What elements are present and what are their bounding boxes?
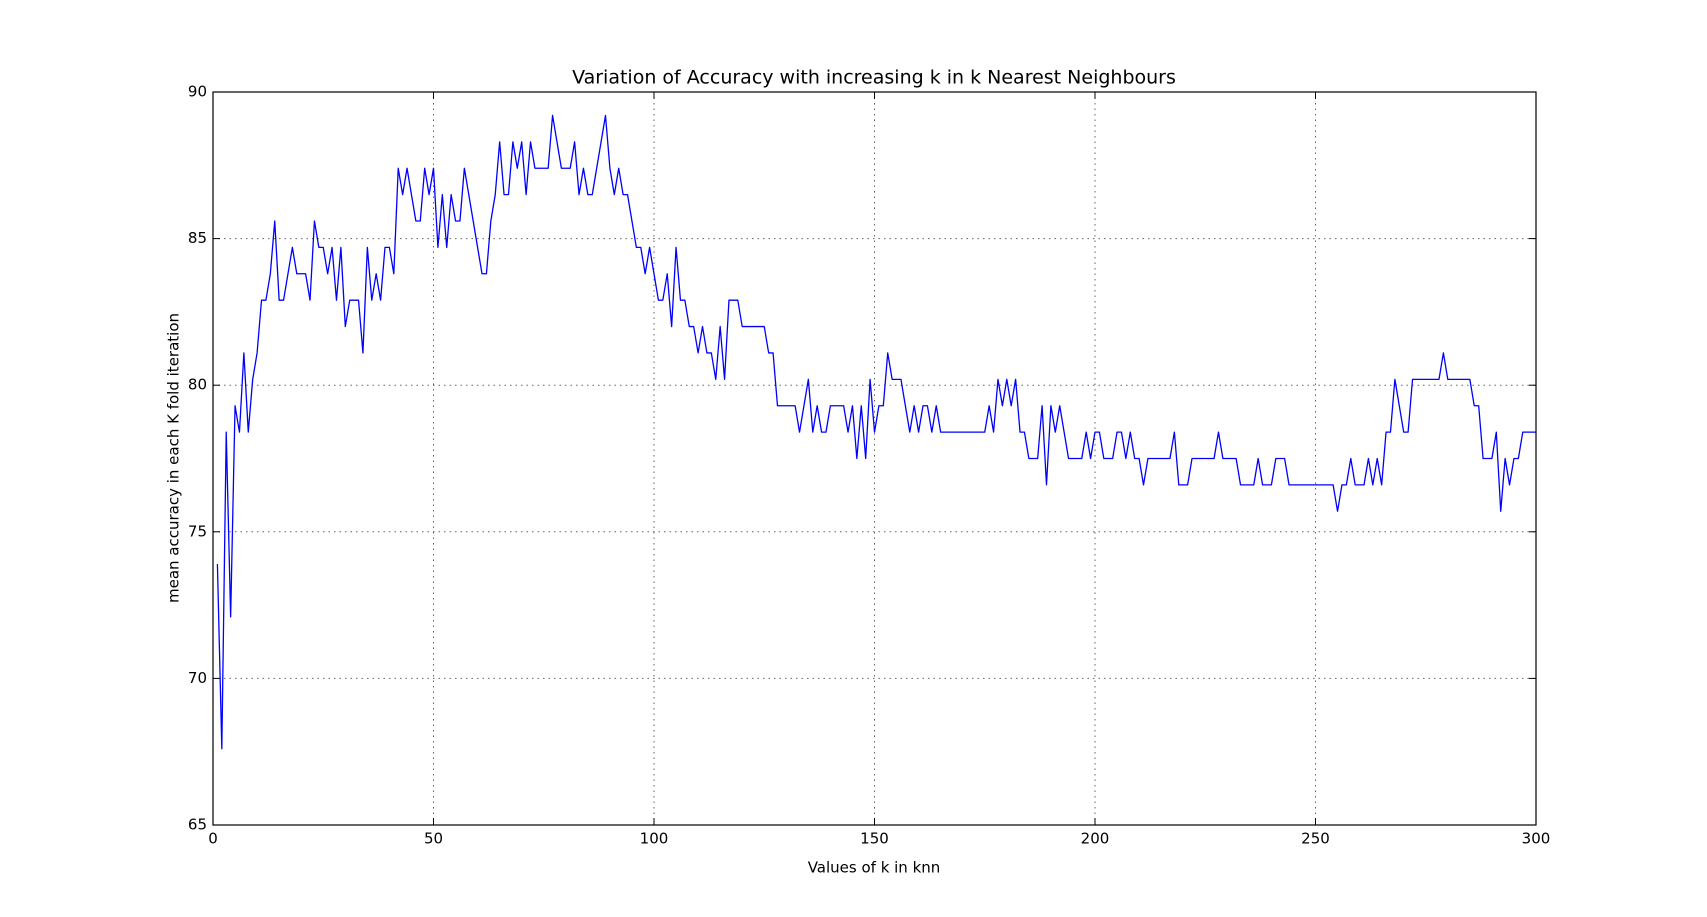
x-axis-label: Values of k in knn — [808, 859, 941, 877]
y-tick-label: 70 — [188, 669, 207, 687]
chart-title: Variation of Accuracy with increasing k … — [572, 67, 1176, 89]
x-tick-label: 200 — [1081, 830, 1110, 848]
x-tick-label: 100 — [640, 830, 669, 848]
y-tick-label: 80 — [188, 376, 207, 394]
y-tick-label: 90 — [188, 83, 207, 101]
x-tick-label: 250 — [1301, 830, 1330, 848]
plot-frame — [212, 91, 1537, 826]
y-tick-label: 65 — [188, 816, 207, 834]
x-tick-label: 0 — [208, 830, 218, 848]
y-tick-label: 85 — [188, 229, 207, 247]
y-axis-label: mean accuracy in each K fold iteration — [165, 313, 183, 603]
x-tick-label: 300 — [1522, 830, 1551, 848]
x-tick-label: 150 — [860, 830, 889, 848]
y-tick-label: 75 — [188, 522, 207, 540]
x-tick-label: 50 — [424, 830, 443, 848]
data-line — [216, 114, 1536, 750]
